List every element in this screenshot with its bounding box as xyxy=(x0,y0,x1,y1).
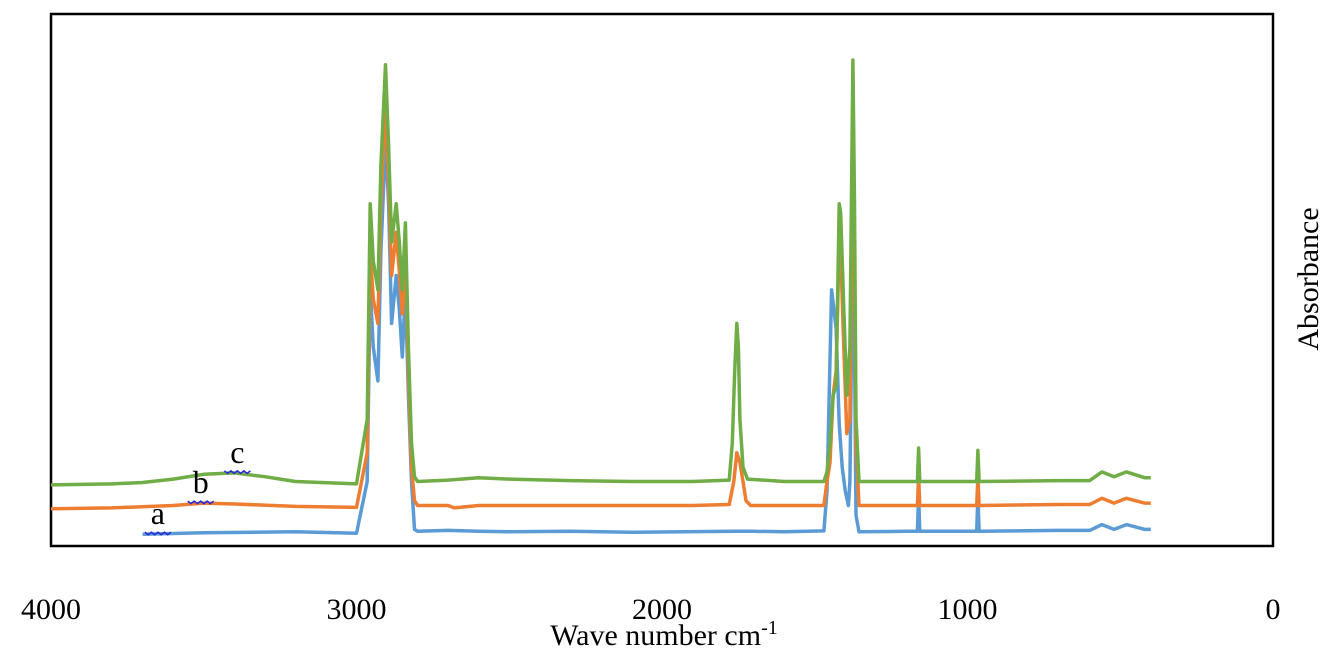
series-label-c: c xyxy=(230,434,244,470)
x-tick-label: 4000 xyxy=(21,593,81,626)
series-line-a xyxy=(142,139,1151,536)
series-label-underline-a xyxy=(144,531,172,536)
series-label-a: a xyxy=(151,495,165,531)
series-layer xyxy=(50,58,1151,536)
series-label-underline-b xyxy=(187,500,215,505)
x-tick-label: 0 xyxy=(1266,593,1281,626)
x-axis-title: Wave number cm-1 xyxy=(550,617,778,652)
series-line-c xyxy=(50,58,1151,487)
x-axis-title-superscript: -1 xyxy=(761,617,778,639)
series-label-underline-c xyxy=(223,469,251,475)
x-tick-label: 3000 xyxy=(327,593,387,626)
series-line-b xyxy=(50,82,1151,511)
x-tick-label-layer: 4000 3000 2000 1000 0 xyxy=(21,593,1281,626)
x-tick-label: 1000 xyxy=(938,593,998,626)
x-axis-title-text: Wave number cm xyxy=(550,619,761,652)
series-label-layer: abc xyxy=(144,434,251,536)
plot-area-frame xyxy=(49,12,1275,548)
y-axis-title: Absorbance xyxy=(1292,207,1325,350)
series-label-b: b xyxy=(193,464,209,500)
x-tick-label: 2000 xyxy=(632,593,692,626)
